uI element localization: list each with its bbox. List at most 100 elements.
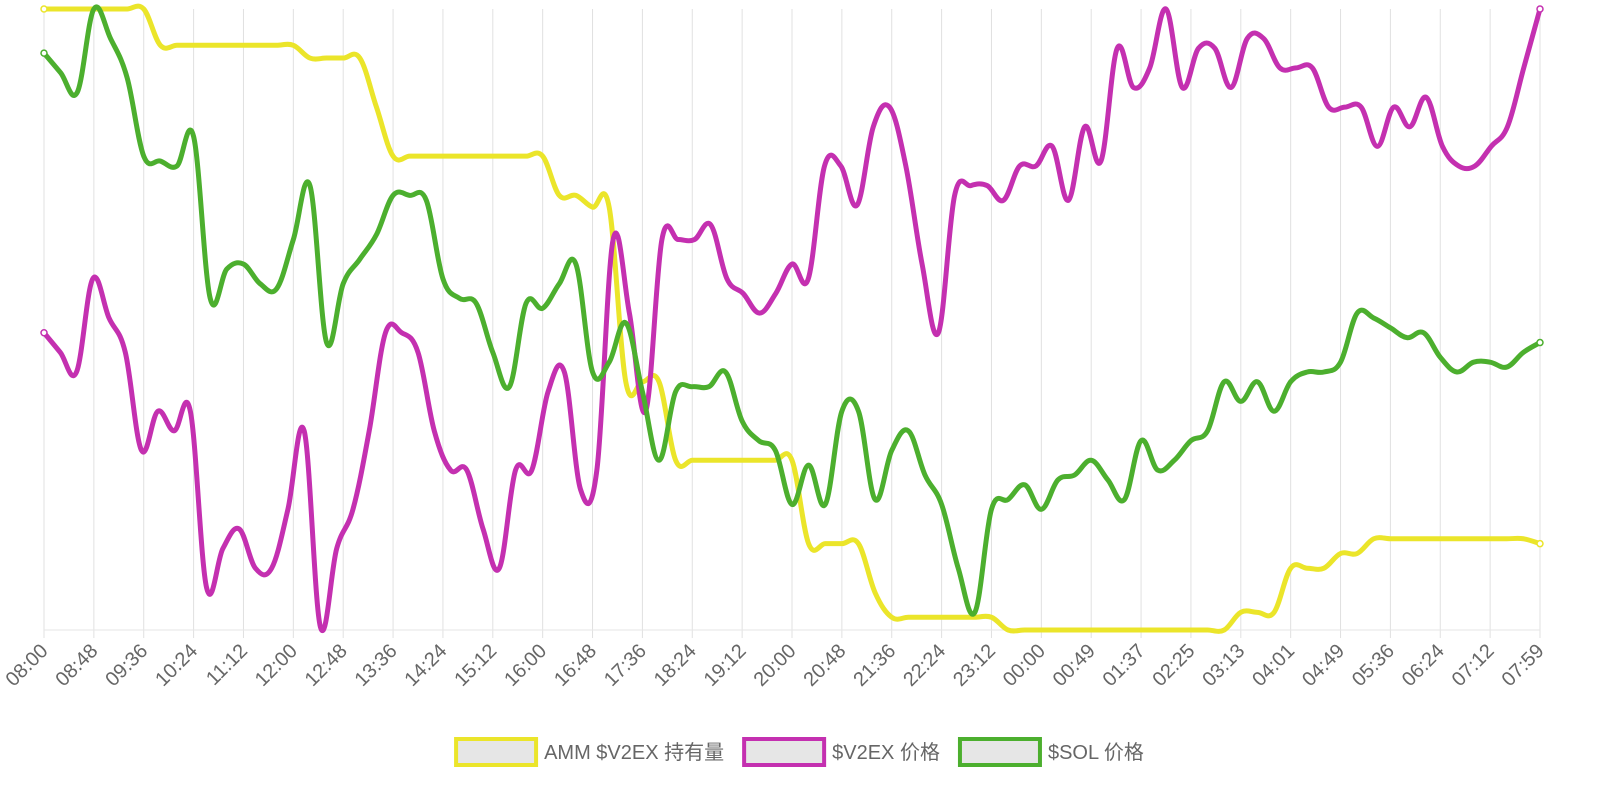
x-tick-label: 05:36 <box>1348 640 1399 691</box>
data-point <box>125 76 129 80</box>
data-point <box>123 350 127 354</box>
data-point <box>341 282 345 286</box>
data-point <box>507 385 512 389</box>
data-point <box>624 321 628 325</box>
data-point <box>1229 85 1233 90</box>
data-point <box>1536 5 1544 13</box>
data-point <box>989 507 994 511</box>
x-tick-label: 07:12 <box>1448 640 1499 691</box>
data-point <box>1473 164 1477 168</box>
data-point <box>75 90 79 94</box>
data-point <box>391 154 395 158</box>
data-point <box>172 429 176 433</box>
x-tick-label: 12:00 <box>251 640 302 691</box>
x-tick-label: 16:48 <box>550 640 601 691</box>
data-point <box>457 296 462 301</box>
data-point <box>225 267 229 271</box>
data-point <box>286 507 290 511</box>
data-point <box>657 380 661 384</box>
data-point <box>374 233 379 237</box>
legend: AMM $V2EX 持有量 $V2EX 价格 $SOL 价格 <box>454 737 1144 767</box>
data-point <box>1245 36 1249 41</box>
data-point <box>557 193 561 197</box>
data-point <box>424 154 428 158</box>
data-point <box>59 7 63 11</box>
data-point <box>624 380 628 384</box>
data-point <box>590 370 595 374</box>
data-point <box>1164 7 1168 11</box>
data-point <box>208 296 212 301</box>
data-point <box>574 262 578 266</box>
legend-item-2[interactable]: $SOL 价格 <box>957 737 1144 767</box>
data-point <box>441 154 445 158</box>
data-point <box>1099 159 1103 163</box>
data-point <box>973 610 977 614</box>
x-tick-label: 16:00 <box>500 640 551 691</box>
data-point <box>108 36 113 41</box>
x-tick-label: 08:00 <box>2 640 53 691</box>
data-point <box>291 43 295 47</box>
data-point <box>491 350 495 354</box>
x-tick-label: 20:00 <box>750 640 801 691</box>
data-point <box>74 370 79 374</box>
data-point <box>1213 46 1217 50</box>
x-tick-label: 19:12 <box>700 640 751 691</box>
data-point <box>408 193 412 197</box>
data-point <box>1505 365 1509 369</box>
data-point <box>823 502 827 507</box>
data-point <box>1106 628 1110 632</box>
x-tick-label: 03:13 <box>1198 640 1249 691</box>
data-point <box>1131 85 1136 90</box>
data-point <box>1488 360 1492 364</box>
data-point <box>1355 551 1359 556</box>
data-point <box>40 5 48 13</box>
data-point <box>890 448 894 453</box>
data-point <box>1372 316 1376 320</box>
data-point <box>674 390 678 394</box>
data-point <box>205 586 209 590</box>
data-point <box>871 125 875 129</box>
data-point <box>1455 537 1459 541</box>
data-point <box>1536 338 1544 347</box>
data-point <box>989 615 994 619</box>
data-point <box>1536 539 1544 548</box>
data-point <box>1343 105 1347 109</box>
x-tick-label: 21:36 <box>849 640 900 691</box>
x-tick-label: 11:12 <box>202 640 252 690</box>
data-point <box>541 306 545 310</box>
data-point <box>1034 164 1038 168</box>
legend-item-0[interactable]: AMM $V2EX 持有量 <box>454 737 724 767</box>
series-line <box>41 3 1543 634</box>
data-point <box>1455 370 1459 374</box>
legend-label: $V2EX 价格 <box>832 741 940 764</box>
data-point <box>1424 95 1428 99</box>
data-point <box>741 291 745 296</box>
data-point <box>1471 537 1476 541</box>
data-point <box>225 43 229 47</box>
data-point <box>890 615 894 619</box>
x-tick-label: 04:01 <box>1248 640 1299 691</box>
data-point <box>1521 537 1525 541</box>
data-point <box>904 164 908 168</box>
data-point <box>790 502 794 507</box>
x-tick-label: 18:24 <box>650 640 701 691</box>
data-point <box>1322 566 1326 570</box>
data-point <box>391 193 395 197</box>
data-point <box>275 43 279 47</box>
data-point <box>192 134 196 139</box>
legend-item-1[interactable]: $V2EX 价格 <box>742 737 940 767</box>
data-point <box>574 193 578 197</box>
data-point <box>953 193 957 197</box>
data-point <box>690 458 694 462</box>
data-point <box>822 164 827 168</box>
data-point <box>1139 628 1143 632</box>
data-point <box>1180 85 1184 90</box>
data-point <box>175 43 179 47</box>
data-point <box>1438 537 1442 541</box>
data-point <box>358 257 362 261</box>
data-point <box>1272 610 1276 614</box>
data-point <box>1522 66 1526 70</box>
data-point <box>707 385 711 389</box>
x-tick-label: 06:24 <box>1398 640 1449 691</box>
data-point <box>1056 478 1060 482</box>
